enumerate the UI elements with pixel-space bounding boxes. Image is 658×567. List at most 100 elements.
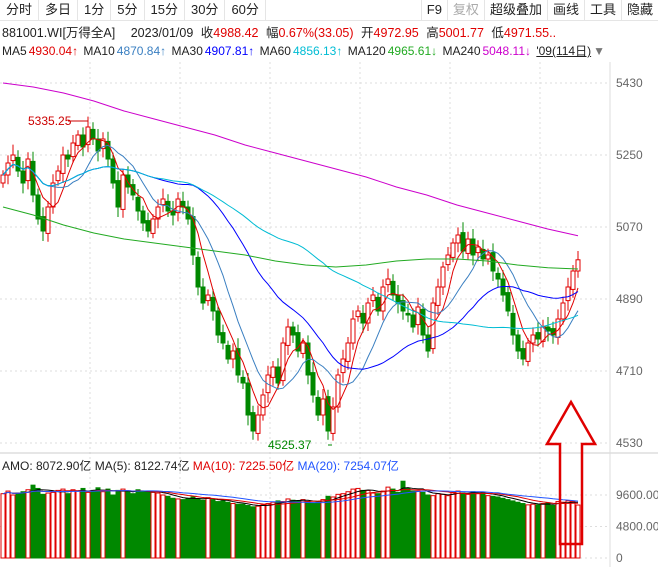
volume-bar [150, 491, 156, 559]
volume-bar [500, 497, 506, 559]
candle-body [550, 328, 556, 336]
candle-body [215, 310, 221, 336]
candle-body [510, 312, 516, 336]
candle-body [175, 198, 181, 214]
y-tick-label: 5250 [616, 148, 643, 162]
volume-bar [25, 489, 31, 559]
candle-body [525, 342, 531, 362]
candle-body [465, 238, 471, 254]
volume-bar [490, 495, 496, 559]
candle-body [545, 326, 551, 332]
tab-60min[interactable]: 60分 [225, 0, 266, 20]
volume-bar [160, 494, 166, 559]
volume-bar [195, 498, 201, 559]
volume-bar [425, 494, 431, 559]
ma-legend: MA5 4930.04↑ MA10 4870.84↑ MA30 4907.81↑ MA… [2, 42, 607, 59]
candle-body [20, 170, 26, 184]
candle-body [80, 134, 86, 148]
tab-intraday[interactable]: 分时 [0, 0, 40, 20]
draw-button[interactable]: 画线 [546, 0, 584, 20]
tab-multiday[interactable]: 多日 [39, 0, 79, 20]
period-selector[interactable]: '09(114日) [536, 44, 592, 58]
candle-body [145, 220, 151, 232]
volume-bar [570, 501, 576, 559]
candle-body [515, 334, 521, 352]
candle-body [420, 308, 426, 336]
volume-bar [220, 500, 226, 559]
candle-body [505, 292, 511, 312]
candle-body [415, 306, 421, 326]
volume-bar [180, 499, 186, 559]
change-value: 0.67%(33.05) [278, 26, 354, 40]
candle-body [475, 246, 481, 254]
volume-bar [560, 501, 566, 559]
tab-15min[interactable]: 15分 [145, 0, 185, 20]
volume-bar [380, 490, 386, 559]
candle-body [100, 138, 106, 150]
candle-body [295, 332, 301, 352]
vol-ma5-value: MA(5): 8122.74亿 [94, 459, 190, 473]
candle-body [170, 210, 176, 216]
candle-body [280, 342, 286, 382]
candle-body [205, 294, 211, 302]
date: 2023/01/09 [130, 26, 194, 40]
candle-body [340, 358, 346, 374]
candle-body [460, 232, 466, 252]
volume-bar [270, 501, 276, 559]
ma60-value: 4856.13↑ [292, 44, 343, 58]
volume-bar [440, 493, 446, 559]
tab-1min[interactable]: 1分 [78, 0, 112, 20]
volume-bar [80, 487, 86, 559]
f9-button[interactable]: F9 [420, 0, 447, 20]
volume-bar [135, 489, 141, 559]
vol-ma10-value: MA(10): 7225.50亿 [192, 459, 295, 473]
candle-body [250, 412, 256, 432]
candle-body [365, 302, 371, 324]
volume-bar [485, 495, 491, 559]
candle-body [255, 414, 261, 434]
tools-button[interactable]: 工具 [583, 0, 621, 20]
hide-button[interactable]: 隐藏 [620, 0, 658, 20]
candle-body [110, 158, 116, 184]
tab-5min[interactable]: 5分 [111, 0, 145, 20]
toolbar: 分时 多日 1分 5分 15分 30分 60分 F9 复权 超级叠加 画线 工具… [0, 0, 658, 21]
volume-bar [85, 491, 91, 559]
volume-bar [320, 499, 326, 559]
close-label: 收 [200, 26, 214, 40]
y-tick-label: 5430 [616, 76, 643, 90]
candle-body [470, 238, 476, 256]
volume-bar [210, 499, 216, 559]
candle-body [75, 134, 81, 146]
tab-30min[interactable]: 30分 [185, 0, 226, 20]
dropdown-triangle-icon[interactable]: ▼ [593, 44, 605, 58]
candle-body [190, 216, 196, 256]
adjust-button[interactable]: 复权 [446, 0, 484, 20]
volume-bar [15, 492, 21, 559]
candle-body [165, 200, 171, 212]
candle-body [530, 334, 536, 344]
candle-body [290, 326, 296, 336]
candle-body [330, 406, 336, 434]
candle-body [495, 272, 501, 280]
candle-body [405, 312, 411, 316]
candle-body [555, 318, 561, 338]
low-label: 低 [491, 26, 504, 40]
overlay-button[interactable]: 超级叠加 [483, 0, 547, 20]
candle-body [15, 156, 21, 172]
ma60-label: MA60 [259, 44, 291, 58]
volume-bar [405, 487, 411, 559]
candle-body [50, 182, 56, 208]
volume-bar [215, 501, 221, 559]
volume-bar [295, 500, 301, 559]
candle-body [335, 374, 341, 408]
candle-body [370, 294, 376, 302]
candle-body [320, 398, 326, 416]
volume-bar [370, 492, 376, 559]
volume-bar [575, 504, 581, 559]
volume-bar [505, 499, 511, 559]
y-tick-label: 4890 [616, 292, 643, 306]
candle-body [490, 252, 496, 272]
volume-bar [245, 505, 251, 559]
candle-body [220, 332, 226, 344]
